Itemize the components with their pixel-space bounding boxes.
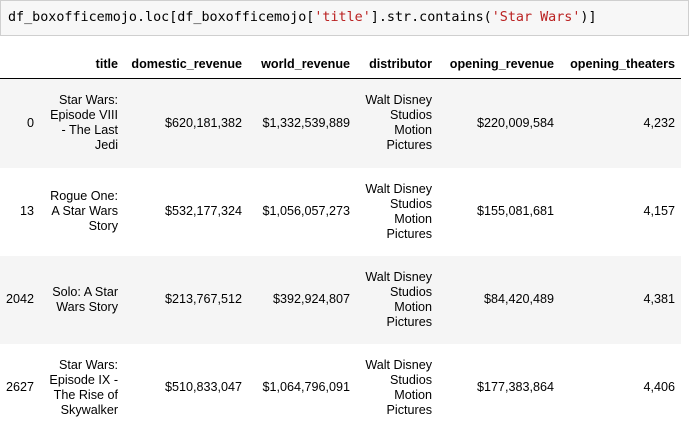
table-row: 2042 Solo: A Star Wars Story $213,767,51… [0,255,682,344]
row-index: 2042 [6,292,35,306]
cell-opening-revenue: $84,420,489 [483,292,555,306]
cell-title: Star Wars: Episode VIII - The Last Jedi [50,93,119,153]
column-header-distributor: distributor [356,50,439,79]
header-row: title domestic_revenue world_revenue dis… [0,50,682,79]
cell-distributor: Walt Disney Studios Motion Pictures [365,93,433,153]
cell-distributor: Walt Disney Studios Motion Pictures [365,269,433,329]
cell-domestic-revenue: $510,833,047 [164,380,243,394]
cell-domestic-revenue: $532,177,324 [164,204,243,218]
code-string-query: 'Star Wars' [491,10,581,25]
column-header-title: title [40,50,125,79]
cell-opening-theaters: 4,157 [643,204,676,218]
table-body: 0 Star Wars: Episode VIII - The Last Jed… [0,78,682,432]
cell-title: Star Wars: Episode IX - The Rise of Skyw… [49,357,119,417]
cell-domestic-revenue: $620,181,382 [164,115,243,130]
cell-distributor: Walt Disney Studios Motion Pictures [365,357,433,417]
column-header-world-revenue: world_revenue [248,50,357,79]
cell-world-revenue: $1,064,796,091 [262,380,351,394]
cell-distributor: Walt Disney Studios Motion Pictures [365,181,433,241]
row-index: 0 [27,115,35,130]
code-text-prefix: df_boxofficemojo.loc[df_boxofficemojo[ [8,10,315,25]
cell-opening-revenue: $155,081,681 [476,204,555,218]
column-header-opening-theaters: opening_theaters [560,50,682,79]
cell-title: Solo: A Star Wars Story [52,284,119,314]
column-header-opening-revenue: opening_revenue [438,50,561,79]
table-row: 13 Rogue One: A Star Wars Story $532,177… [0,168,681,256]
cell-opening-theaters: 4,406 [643,380,676,394]
index-header [0,50,41,79]
cell-opening-revenue: $220,009,584 [476,115,555,130]
table-header: title domestic_revenue world_revenue dis… [0,50,682,79]
cell-opening-theaters: 4,232 [643,115,676,130]
row-index: 13 [20,204,35,218]
cell-title: Rogue One: A Star Wars Story [50,189,119,233]
cell-domestic-revenue: $213,767,512 [164,292,243,306]
cell-world-revenue: $1,332,539,889 [262,115,351,130]
row-index: 2627 [6,380,35,394]
cell-world-revenue: $392,924,807 [272,292,351,306]
code-cell-input[interactable]: df_boxofficemojo.loc[df_boxofficemojo['t… [0,0,689,36]
column-header-domestic-revenue: domestic_revenue [124,50,249,79]
cell-opening-revenue: $177,383,864 [476,380,555,394]
table-row: 0 Star Wars: Episode VIII - The Last Jed… [0,78,682,168]
cell-output: title domestic_revenue world_revenue dis… [0,50,691,432]
code-text-suffix: )] [580,10,597,25]
cell-world-revenue: $1,056,057,273 [262,204,351,218]
code-text-middle: ].str.contains( [370,10,492,25]
table-row: 2627 Star Wars: Episode IX - The Rise of… [0,344,681,432]
code-string-column: 'title' [314,10,371,25]
dataframe-table: title domestic_revenue world_revenue dis… [0,50,682,432]
cell-opening-theaters: 4,381 [643,292,676,306]
